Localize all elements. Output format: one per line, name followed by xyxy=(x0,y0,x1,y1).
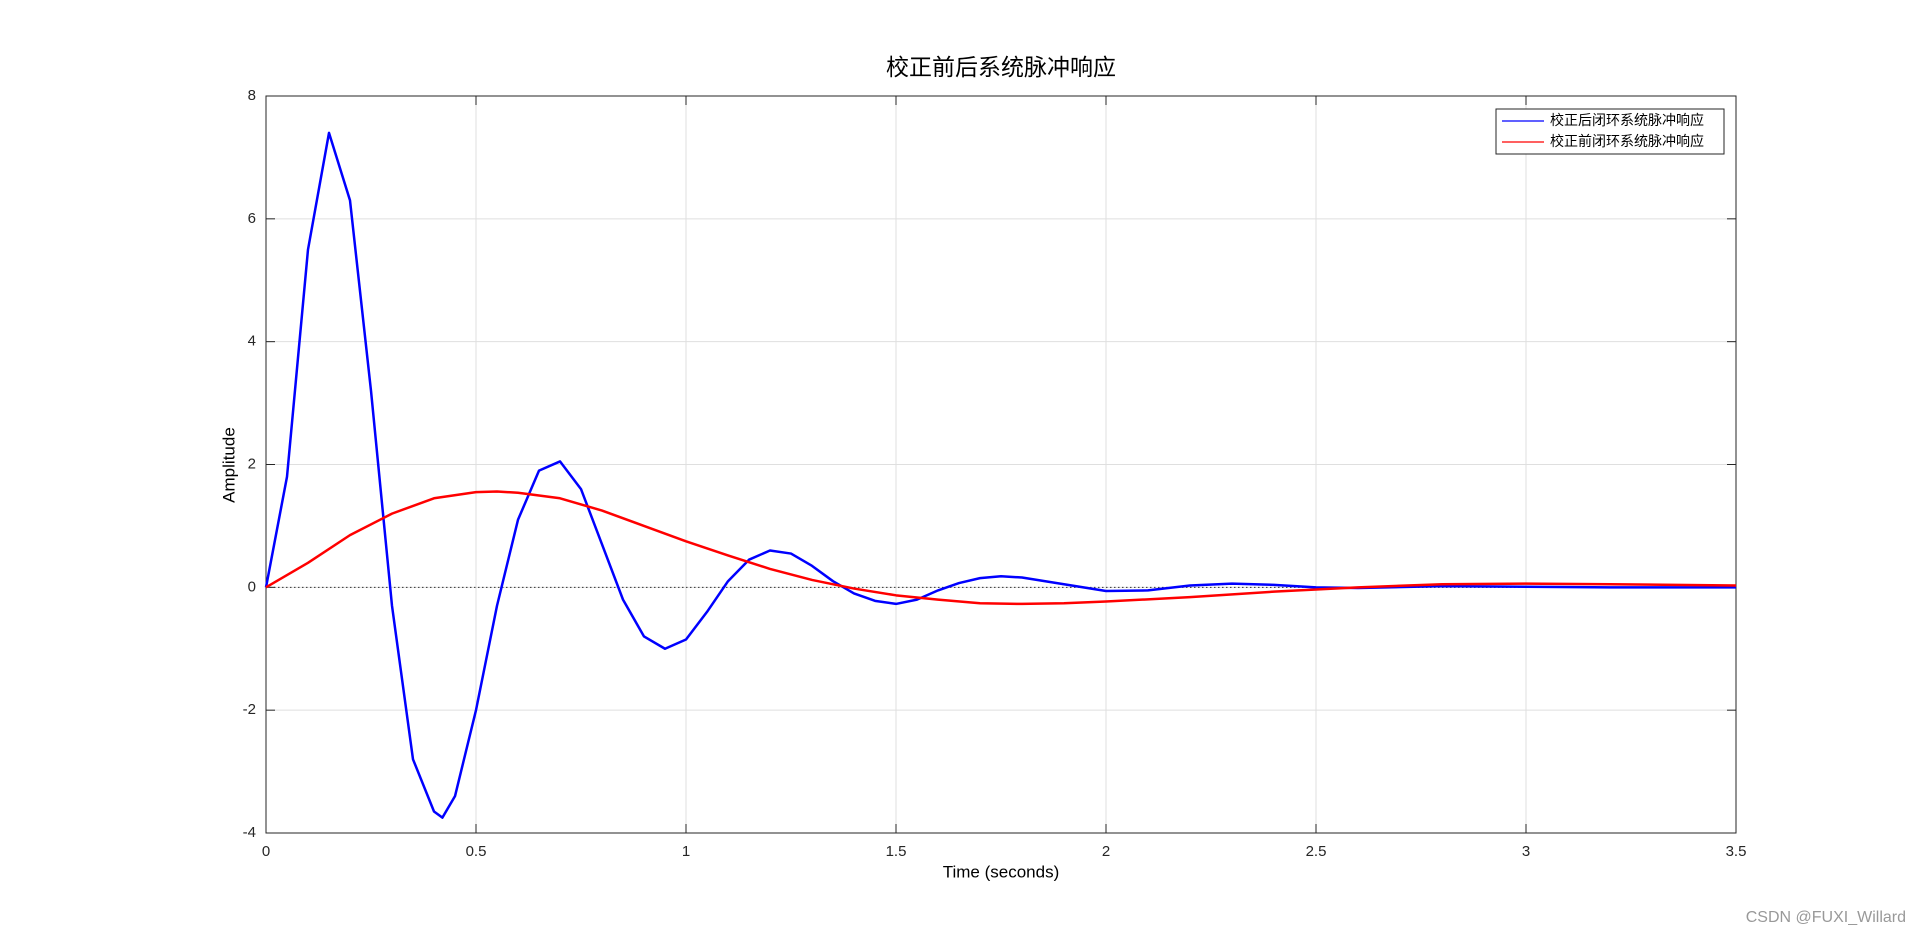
x-axis-label: Time (seconds) xyxy=(943,862,1060,881)
x-tick-label: 0.5 xyxy=(466,843,487,860)
x-tick-label: 2 xyxy=(1102,843,1110,860)
y-tick-label: -4 xyxy=(243,824,256,841)
axes-box xyxy=(265,95,1737,834)
legend-label: 校正前闭环系统脉冲响应 xyxy=(1550,133,1704,150)
chart-title: 校正前后系统脉冲响应 xyxy=(886,55,1116,81)
legend-label: 校正后闭环系统脉冲响应 xyxy=(1550,112,1704,129)
x-tick-label: 0 xyxy=(262,843,270,860)
y-tick-label: 4 xyxy=(248,333,256,350)
y-axis-label: Amplitude xyxy=(219,427,238,503)
x-tick-label: 2.5 xyxy=(1306,843,1327,860)
y-tick-label: 8 xyxy=(248,87,256,104)
series-line xyxy=(264,131,1736,819)
legend-box xyxy=(1495,108,1725,155)
y-tick-label: 2 xyxy=(248,455,256,472)
y-tick-label: 0 xyxy=(248,578,256,595)
y-tick-label: 6 xyxy=(248,210,256,227)
watermark: CSDN @FUXI_Willard xyxy=(1746,909,1906,926)
x-tick-label: 1 xyxy=(682,843,690,860)
x-tick-label: 1.5 xyxy=(886,843,907,860)
series-line xyxy=(265,490,1737,606)
x-tick-label: 3.5 xyxy=(1726,843,1747,860)
x-tick-label: 3 xyxy=(1522,843,1530,860)
y-tick-label: -2 xyxy=(243,701,256,718)
